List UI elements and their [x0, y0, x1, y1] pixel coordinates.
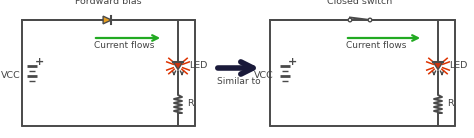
Text: Fordward bias: Fordward bias: [75, 0, 141, 6]
Text: VCC: VCC: [1, 71, 21, 79]
Text: R: R: [447, 99, 454, 108]
Text: Current flows: Current flows: [94, 40, 155, 50]
Text: LED: LED: [449, 62, 467, 71]
Text: Similar to: Similar to: [217, 78, 260, 87]
Circle shape: [348, 18, 352, 22]
Text: LED: LED: [189, 62, 207, 71]
Polygon shape: [433, 62, 443, 70]
Polygon shape: [103, 16, 111, 24]
Text: +: +: [36, 57, 45, 67]
Text: +: +: [288, 57, 298, 67]
Text: R: R: [187, 99, 193, 108]
Polygon shape: [173, 62, 183, 70]
Text: Closed switch: Closed switch: [328, 0, 392, 6]
Circle shape: [368, 18, 372, 22]
Text: Current flows: Current flows: [346, 40, 406, 50]
Text: VCC: VCC: [254, 71, 274, 79]
